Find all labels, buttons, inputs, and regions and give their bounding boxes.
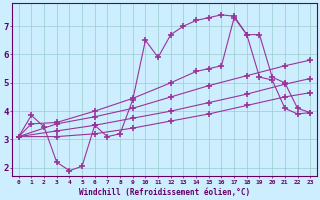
X-axis label: Windchill (Refroidissement éolien,°C): Windchill (Refroidissement éolien,°C): [79, 188, 250, 197]
